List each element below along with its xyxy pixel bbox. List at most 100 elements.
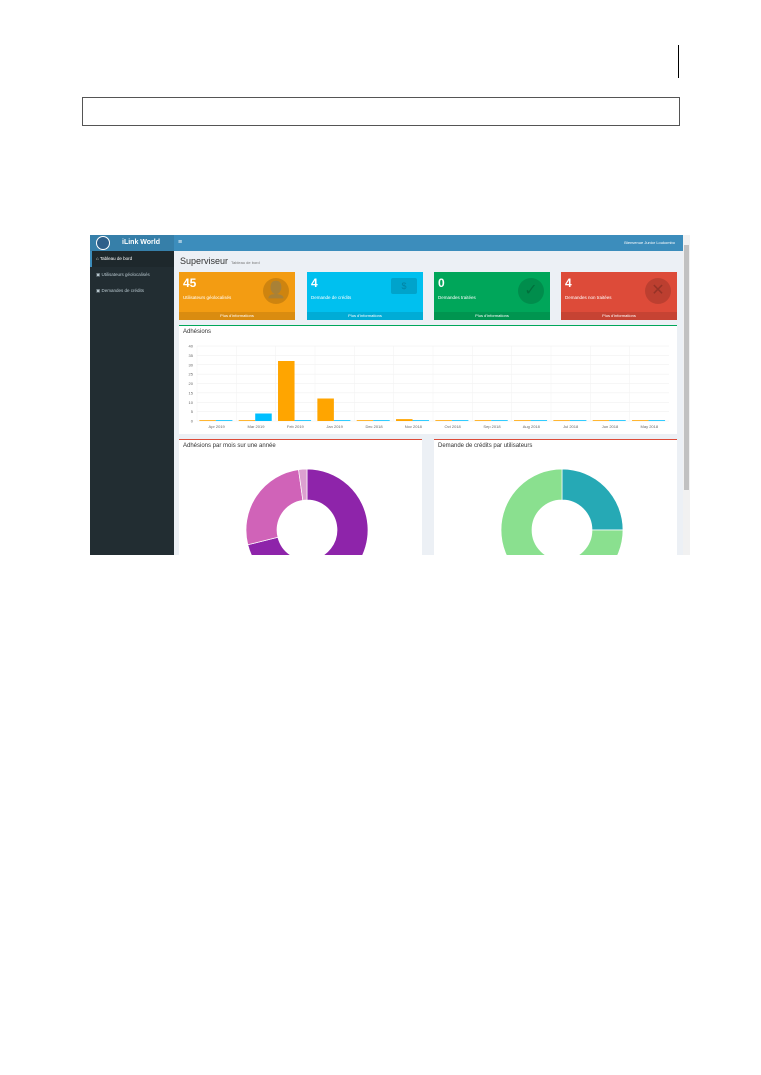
check-icon: ✓ — [518, 278, 544, 304]
bar — [278, 361, 295, 421]
donut-slice — [561, 468, 624, 531]
x-tick-label: Feb 2019 — [287, 424, 305, 429]
x-tick-label: Sep 2018 — [483, 424, 501, 429]
more-info-link[interactable]: Plus d'informations — [561, 312, 677, 320]
bar — [356, 420, 374, 421]
y-tick-label: 25 — [189, 372, 194, 377]
chart-title: Adhésions par mois sur une année — [183, 443, 276, 449]
sidebar-item-label: Demandes de crédits — [101, 288, 145, 293]
sidebar-item-dashboard[interactable]: ⌂ Tableau de bord — [90, 251, 174, 267]
monthly-adhesions-panel: Adhésions par mois sur une année — [179, 439, 422, 555]
brand-name: iLink World — [122, 239, 160, 246]
bar — [396, 419, 413, 421]
stat-box-processed: 0 Demandes traitées ✓ Plus d'informations — [434, 272, 550, 320]
bar — [412, 420, 430, 421]
credit-requests-panel: Demande de crédits par utilisateurs — [434, 439, 677, 555]
donut-slice — [245, 469, 304, 546]
bar — [238, 420, 256, 421]
x-tick-label: Jul 2018 — [563, 424, 579, 429]
stat-label: Demandes non traitées — [565, 295, 612, 300]
x-tick-label: Nov 2018 — [405, 424, 423, 429]
donut-slice — [247, 468, 369, 555]
bar — [255, 413, 272, 421]
bar — [609, 420, 626, 421]
sidebar-item-label: Utilisateurs géolocalisés — [101, 272, 150, 277]
stat-label: Demande de crédits — [311, 295, 352, 300]
chart-title: Adhésions — [183, 329, 212, 335]
stat-value: 4 — [565, 276, 572, 290]
money-icon: $ — [391, 278, 417, 294]
caption-box — [82, 97, 680, 126]
more-info-link[interactable]: Plus d'informations — [179, 312, 295, 320]
bar — [294, 420, 312, 421]
bar — [333, 420, 351, 421]
stat-box-credits: 4 Demande de crédits $ Plus d'informations — [307, 272, 423, 320]
donut-chart — [500, 468, 624, 555]
more-info-link[interactable]: Plus d'informations — [434, 312, 550, 320]
top-navbar: iLink World ≡ Bienvenue Junior Loukombo — [90, 235, 683, 251]
bar — [530, 420, 548, 421]
bar — [592, 420, 610, 421]
donut-chart — [245, 468, 369, 555]
brand-logo[interactable]: iLink World — [90, 235, 174, 251]
stat-box-unprocessed: 4 Demandes non traitées ✕ Plus d'informatio… — [561, 272, 677, 320]
bar — [632, 420, 649, 421]
sidebar: ⌂ Tableau de bord ▣ Utilisateurs géoloca… — [90, 251, 174, 555]
chart-title: Demande de crédits par utilisateurs — [438, 443, 533, 449]
x-tick-label: Mar 2019 — [248, 424, 266, 429]
bar — [474, 420, 492, 421]
bar — [553, 420, 570, 421]
y-tick-label: 30 — [189, 362, 194, 367]
donut-slice — [298, 468, 308, 501]
x-tick-label: Jan 2019 — [326, 424, 343, 429]
x-tick-label: Oct 2018 — [445, 424, 462, 429]
y-tick-label: 10 — [189, 400, 194, 405]
welcome-user[interactable]: Bienvenue Junior Loukombo — [624, 240, 675, 245]
stat-label: Utilisateurs géolocalisés — [183, 295, 232, 300]
x-tick-label: Jun 2018 — [602, 424, 619, 429]
stat-box-users: 45 Utilisateurs géolocalisés 👤 Plus d'infor… — [179, 272, 295, 320]
adhesions-panel: Adhésions 0 5 10 15 20 25 30 35 40 Apr 2019 Mar 20… — [179, 325, 677, 434]
y-tick-label: 35 — [189, 353, 194, 358]
user-plus-icon: 👤 — [263, 278, 289, 304]
bar-chart: 0 5 10 15 20 25 30 35 40 Apr 2019 Mar 2019 Feb 2019… — [189, 344, 669, 429]
stat-label: Demandes traitées — [438, 295, 476, 300]
scrollbar-thumb[interactable] — [684, 245, 689, 490]
sidebar-item-credit-requests[interactable]: ▣ Demandes de crédits — [96, 288, 145, 293]
y-tick-label: 20 — [189, 381, 194, 386]
y-tick-label: 0 — [191, 419, 194, 424]
bar — [569, 420, 587, 421]
y-tick-label: 5 — [191, 409, 194, 414]
dashboard-screenshot: iLink World ≡ Bienvenue Junior Loukombo … — [90, 235, 690, 555]
bar — [491, 420, 508, 421]
stat-value: 0 — [438, 276, 445, 290]
page-subtitle: Tableau de bord — [231, 260, 260, 265]
times-icon: ✕ — [645, 278, 671, 304]
y-tick-label: 40 — [189, 344, 194, 349]
bar — [648, 420, 666, 421]
bar — [451, 420, 469, 421]
page-margin-line — [678, 45, 679, 78]
stat-value: 4 — [311, 276, 318, 290]
sidebar-item-geolocated-users[interactable]: ▣ Utilisateurs géolocalisés — [96, 272, 150, 277]
donut-slice — [500, 468, 624, 555]
scrollbar[interactable] — [683, 235, 690, 555]
x-tick-label: Dec 2018 — [365, 424, 383, 429]
stat-value: 45 — [183, 276, 197, 290]
sidebar-item-label: Tableau de bord — [99, 256, 133, 261]
main-content: Superviseur Tableau de bord 45 Utilisateur… — [174, 251, 683, 555]
y-tick-label: 15 — [189, 390, 194, 395]
bar — [435, 420, 452, 421]
bar — [373, 420, 390, 421]
bar — [199, 420, 216, 421]
x-tick-label: Apr 2019 — [209, 424, 226, 429]
x-tick-label: May 2018 — [641, 424, 659, 429]
page-title: Superviseur Tableau de bord — [180, 256, 260, 266]
more-info-link[interactable]: Plus d'informations — [307, 312, 423, 320]
menu-toggle-icon[interactable]: ≡ — [178, 239, 183, 246]
bar — [514, 420, 531, 421]
bar — [215, 420, 233, 421]
x-tick-label: Aug 2018 — [523, 424, 541, 429]
bar — [317, 398, 334, 421]
globe-icon — [96, 236, 110, 250]
